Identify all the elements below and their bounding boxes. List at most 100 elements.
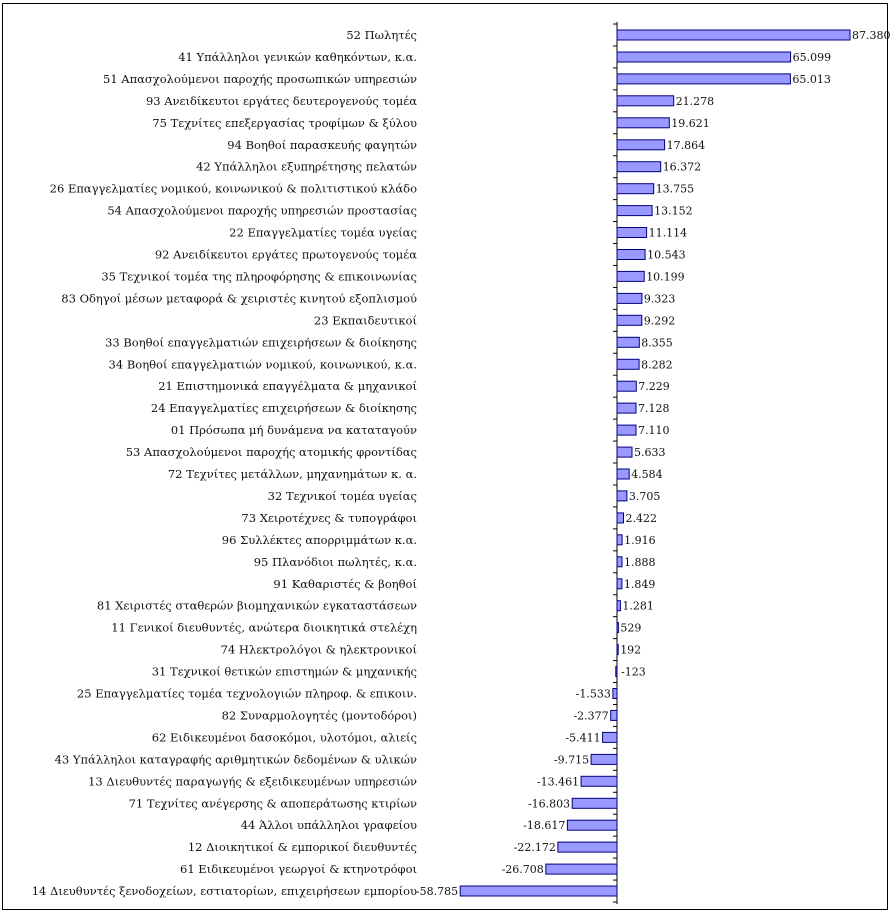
bar	[616, 358, 640, 370]
category-label: 94 Βοηθοί παρασκευής φαγητών	[227, 138, 417, 152]
bar	[616, 644, 619, 656]
bar	[616, 249, 646, 260]
category-label: 33 Βοηθοί επαγγελματιών επιχειρήσεων & δ…	[105, 335, 417, 349]
bar	[602, 731, 618, 743]
category-label: 92 Ανειδίκευτοι εργάτες πρωτογενούς τομέ…	[155, 248, 417, 262]
data-label: 8.355	[641, 336, 673, 349]
category-label: 01 Πρόσωπα μή δυνάμενα να καταταγούν	[171, 423, 417, 437]
data-label: 13.152	[654, 205, 693, 218]
data-label: -1.533	[576, 688, 611, 701]
category-label: 75 Τεχνίτες επεξεργασίας τροφίμων & ξύλο…	[152, 116, 417, 130]
bar	[616, 468, 630, 480]
data-label: 65.013	[792, 73, 831, 86]
category-label: 62 Ειδικευμένοι δασοκόμοι, υλοτόμοι, αλι…	[152, 730, 417, 744]
data-label: -2.377	[573, 709, 608, 722]
bar	[616, 139, 666, 151]
data-label: 1.849	[624, 578, 656, 591]
bar	[616, 600, 621, 612]
data-label: 7.110	[638, 424, 670, 437]
bar	[615, 666, 618, 677]
bar	[616, 402, 637, 414]
category-label: 11 Γενικοί διευθυντές, ανώτερα διοικητικ…	[111, 621, 417, 635]
bar	[590, 753, 618, 765]
data-label: 11.114	[649, 227, 688, 240]
category-label: 14 Διευθυντές ξενοδοχείων, εστιατορίων, …	[32, 884, 417, 898]
category-label: 91 Καθαριστές & βοηθοί	[273, 577, 417, 591]
category-label: 44 Άλλοι υπάλληλοι γραφείου	[241, 818, 417, 832]
category-label: 21 Επιστημονικά επαγγέλματα & μηχανικοί	[158, 379, 417, 393]
category-label: 26 Επαγγελματίες νομικού, κοινωνικού & π…	[50, 182, 417, 196]
bar	[610, 709, 618, 721]
data-label: 87.380	[852, 29, 891, 42]
data-label: 21.278	[676, 95, 715, 108]
bar	[571, 797, 618, 809]
bar	[557, 841, 618, 853]
bar	[616, 183, 655, 195]
category-label: 53 Απασχολούμενοι παροχής ατομικής φροντ…	[126, 445, 417, 459]
chart-frame	[2, 3, 888, 910]
category-label: 54 Απασχολούμενοι παροχής υπηρεσιών προσ…	[107, 204, 417, 218]
data-label: -5.411	[565, 731, 600, 744]
data-label: -22.172	[514, 841, 556, 854]
bar	[616, 205, 653, 217]
bar	[616, 446, 633, 458]
bar	[616, 227, 648, 238]
data-label: 3.705	[629, 490, 661, 503]
data-label: -26.708	[502, 863, 544, 876]
bar	[616, 490, 628, 502]
category-label: 93 Ανειδίκευτοι εργάτες δευτερογενούς το…	[146, 94, 417, 108]
bar	[616, 161, 662, 173]
category-label: 61 Ειδικευμένοι γεωργοί & κτηνοτρόφοι	[180, 862, 417, 876]
data-label: 19.621	[671, 117, 710, 130]
category-label: 41 Υπάλληλοι γενικών καθηκόντων, κ.α.	[178, 50, 417, 64]
bar	[566, 819, 618, 831]
bar	[616, 314, 643, 326]
category-label: 22 Επαγγελματίες τομέα υγείας	[229, 226, 417, 240]
bar	[616, 117, 670, 129]
data-label: 2.422	[626, 512, 658, 525]
data-label: -13.461	[537, 775, 579, 788]
data-label: 5.633	[634, 446, 666, 459]
data-label: 65.099	[793, 51, 832, 64]
data-label: 9.292	[644, 314, 676, 327]
bar	[616, 380, 637, 392]
data-label: -123	[621, 666, 646, 679]
category-label: 96 Συλλέκτες απορριμμάτων κ.α.	[222, 533, 417, 547]
data-label: 9.323	[644, 292, 676, 305]
data-label: 7.229	[638, 380, 670, 393]
category-label: 35 Τεχνικοί τομέα της πληροφόρησης & επι…	[101, 269, 417, 283]
bar	[616, 578, 623, 590]
bar	[616, 336, 640, 348]
category-label: 73 Χειροτέχνες & τυπογράφοι	[241, 511, 417, 525]
category-label: 71 Τεχνίτες ανέγερσης & αποπεράτωσης κτι…	[129, 796, 417, 810]
bar	[616, 270, 645, 282]
bar	[616, 73, 791, 85]
data-label: 529	[620, 622, 641, 635]
data-label: 16.372	[663, 161, 702, 174]
category-label: 31 Τεχνικοί θετικών επιστημών & μηχανική…	[152, 665, 417, 679]
data-label: 13.755	[656, 183, 695, 196]
bar	[616, 51, 792, 63]
bar	[616, 95, 675, 107]
category-label: 51 Απασχολούμενοι παροχής προσωπικών υπη…	[103, 72, 417, 86]
data-label: 1.916	[624, 534, 656, 547]
bar	[616, 556, 623, 568]
category-label: 82 Συναρμολογητές (μοντοδόροι)	[222, 708, 417, 722]
bar	[616, 424, 637, 436]
data-label: 10.543	[647, 249, 686, 262]
category-label: 34 Βοηθοί επαγγελματιών νομικού, κοινωνι…	[109, 357, 417, 371]
bar	[616, 512, 624, 524]
bar	[545, 863, 618, 875]
bar	[459, 885, 618, 897]
data-label: -18.617	[523, 819, 565, 832]
category-label: 24 Επαγγελματίες επιχειρήσεων & διοίκηση…	[151, 401, 417, 415]
category-label: 95 Πλανόδιοι πωλητές, κ.α.	[254, 555, 417, 569]
data-label: 1.281	[622, 600, 654, 613]
category-label: 74 Ηλεκτρολόγοι & ηλεκτρονικοί	[221, 643, 417, 657]
bar	[612, 688, 618, 699]
category-label: 42 Υπάλληλοι εξυπηρέτησης πελατών	[196, 160, 417, 174]
data-label: -16.803	[528, 797, 570, 810]
data-label: 8.282	[641, 358, 673, 371]
bar	[616, 534, 623, 546]
